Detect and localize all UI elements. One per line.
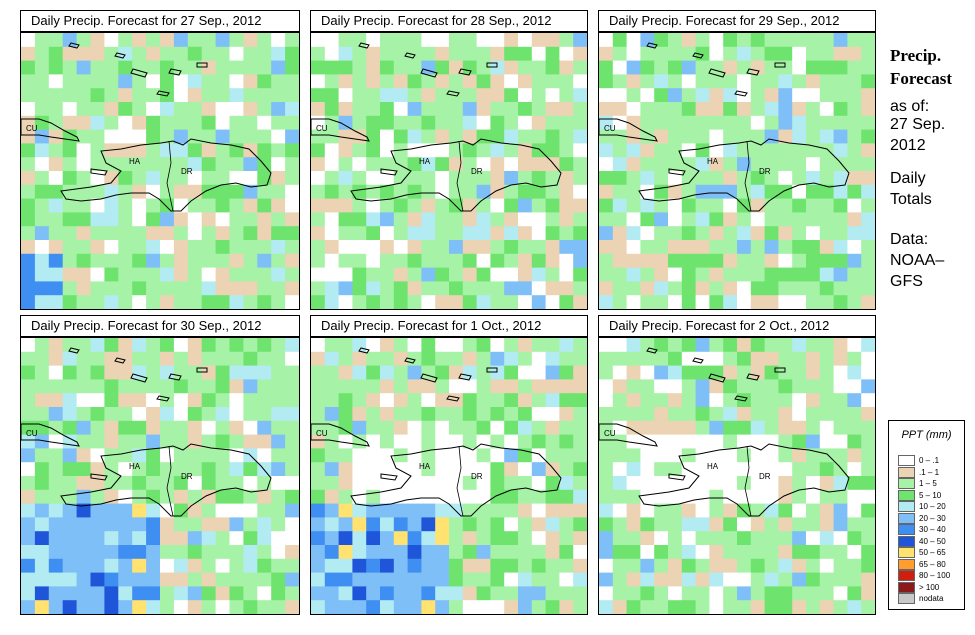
precip-map: CU HA DR [598,32,876,310]
heading-line-1: Precip. [890,46,942,65]
legend-label: 30 – 40 [919,525,946,534]
legend-label: 65 – 80 [919,559,946,569]
coastline [311,42,562,212]
legend-swatch [898,558,915,570]
precip-grid [599,33,875,309]
country-label-cu: CU [316,124,328,133]
legend-swatch [898,570,915,581]
coastline [599,42,850,212]
panel-title: Daily Precip. Forecast for 30 Sep., 2012 [20,315,300,337]
coastline [311,347,562,517]
precip-map: CU HA DR [598,337,876,615]
country-label-ha: HA [707,462,719,471]
heading-line-2: Forecast [890,69,952,88]
legend-label: 80 – 100 [919,571,951,580]
legend-label: 20 – 30 [919,513,946,523]
coastline [21,347,272,517]
legend-label: > 100 [919,582,940,592]
country-label-dr: DR [471,472,483,481]
legend-label: .1 – 1 [919,467,940,477]
precip-grid [311,33,587,309]
country-label-dr: DR [181,472,193,481]
legend-swatch [898,466,915,478]
precip-grid [599,338,875,614]
legend-swatch [898,547,915,558]
panel-title: Daily Precip. Forecast for 27 Sep., 2012 [20,10,300,32]
precip-map: CU HA DR [20,32,300,310]
legend-swatch [898,581,915,593]
legend-swatch [898,501,915,512]
legend-swatch [898,455,915,466]
precip-grid [311,338,587,614]
legend-swatch [898,478,915,489]
precip-grid [21,33,299,309]
country-label-dr: DR [471,167,483,176]
legend-swatch [898,512,915,524]
country-label-dr: DR [181,167,193,176]
legend-label: 5 – 10 [919,490,942,500]
forecast-year: 2012 [890,137,926,154]
totals-line-1: Daily [890,170,926,187]
forecast-date: 27 Sep. [890,116,946,133]
legend-label: 1 – 5 [919,479,937,488]
ppt-legend: PPT (mm) 0 – .1 .1 – 1 1 – 5 5 – 10 10 – 20 2… [888,420,965,610]
panel-title: Daily Precip. Forecast for 1 Oct., 2012 [310,315,588,337]
country-label-cu: CU [604,429,616,438]
country-label-ha: HA [129,157,141,166]
precip-map: CU HA DR [310,32,588,310]
legend-label: 40 – 50 [919,536,946,546]
precip-grid [21,338,299,614]
legend-label: 50 – 65 [919,548,946,557]
data-source-line-2: NOAA– [890,252,945,269]
country-label-cu: CU [26,429,38,438]
panel-title: Daily Precip. Forecast for 2 Oct., 2012 [598,315,876,337]
country-label-ha: HA [129,462,141,471]
data-source-line-1: Data: [890,231,929,248]
legend-swatch [898,524,915,535]
country-label-cu: CU [316,429,328,438]
country-label-dr: DR [759,167,771,176]
legend-title: PPT (mm) [901,429,952,441]
precip-map: CU HA DR [20,337,300,615]
legend-label: 0 – .1 [919,456,940,465]
totals-line-2: Totals [890,191,932,208]
panel-title: Daily Precip. Forecast for 29 Sep., 2012 [598,10,876,32]
coastline [21,42,272,212]
country-label-ha: HA [419,462,431,471]
coastline [599,347,850,517]
data-source-line-3: GFS [890,273,923,290]
country-label-cu: CU [26,124,38,133]
country-label-cu: CU [604,124,616,133]
panel-title: Daily Precip. Forecast for 28 Sep., 2012 [310,10,588,32]
legend-swatch [898,535,915,547]
legend-label: 10 – 20 [919,502,946,511]
country-label-dr: DR [759,472,771,481]
country-label-ha: HA [419,157,431,166]
legend-swatch [898,593,915,604]
legend-swatch [898,489,915,501]
asof-label: as of: [890,98,930,115]
precip-map: CU HA DR [310,337,588,615]
legend-label: nodata [919,594,944,603]
country-label-ha: HA [707,157,719,166]
